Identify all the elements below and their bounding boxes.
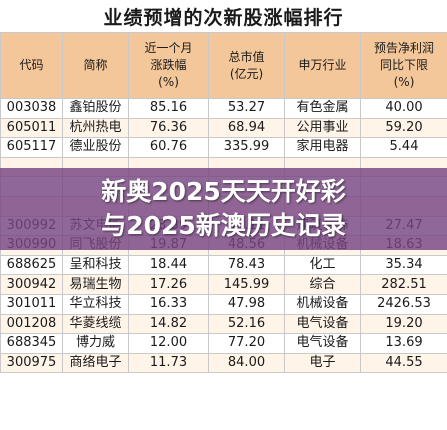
header-industry: 申万行业 [284,32,361,99]
cell-industry: 电子 [284,352,361,374]
cell-market-cap: 78.43 [208,254,285,276]
cell-profit-growth: 19.20 [360,313,447,335]
cell-change: 14.82 [128,313,209,335]
cell-code: 301011 [0,293,63,315]
cell-code: 300975 [0,352,63,374]
cell-market-cap: 335.99 [208,137,285,158]
cell-profit-growth: 282.51 [360,274,447,295]
cell-profit-growth: 13.69 [360,333,447,354]
cell-name: 德业股份 [62,137,129,158]
table-title: 业绩预增的次新股涨幅排行 [103,6,344,29]
cell-code: 688345 [0,333,63,354]
cell-change: 60.76 [128,137,209,158]
cell-change: 11.73 [128,352,209,374]
cell-name: 呈和科技 [62,254,129,276]
cell-industry: 电气设备 [284,313,361,335]
cell-market-cap: 53.27 [208,98,285,119]
cell-code: 001208 [0,313,63,335]
cell-market-cap: 77.20 [208,333,285,354]
header-change: 近一个月 涨跌幅 (%) [128,32,209,99]
table-row: 605117 德业股份 60.76 335.99 家用电器 5.44 [0,137,447,158]
cell-code: 688625 [0,254,63,276]
cell-profit-growth: 2426.53 [360,293,447,315]
table-row: 300975 商络电子 11.73 84.00 电子 44.55 [0,352,447,374]
table-header-row: 代码 简称 近一个月 涨跌幅 (%) 总市值 (亿元) 申万行业 预告净利润 同比下限 (%) [0,32,447,99]
cell-change: 18.44 [128,254,209,276]
cell-industry: 综合 [284,274,361,295]
cell-industry: 家用电器 [284,137,361,158]
header-name: 简称 [62,32,129,99]
cell-name: 鑫铂股份 [62,98,129,119]
cell-code: 605117 [0,137,63,158]
table-row: 605011 杭州热电 76.36 68.94 公用事业 59.20 [0,117,447,139]
cell-change: 76.36 [128,117,209,139]
banner-line-2: 与2025新澳历史记录 [101,211,346,240]
cell-change: 12.00 [128,333,209,354]
cell-industry: 化工 [284,254,361,276]
cell-market-cap: 145.99 [208,274,285,295]
cell-name: 博力威 [62,333,129,354]
overlay-banner: 新奥2025天天开好彩 与2025新澳历史记录 [0,168,447,250]
cell-market-cap: 52.16 [208,313,285,335]
table-row: 003038 鑫铂股份 85.16 53.27 有色金属 40.00 [0,98,447,119]
cell-code: 300942 [0,274,63,295]
table-row: 688345 博力威 12.00 77.20 电气设备 13.69 [0,333,447,354]
cell-name: 杭州热电 [62,117,129,139]
cell-industry: 公用事业 [284,117,361,139]
cell-name: 易瑞生物 [62,274,129,295]
cell-profit-growth: 59.20 [360,117,447,139]
table-row: 001208 华菱线缆 14.82 52.16 电气设备 19.20 [0,313,447,335]
cell-market-cap: 84.00 [208,352,285,374]
cell-industry: 机械设备 [284,293,361,315]
cell-market-cap: 68.94 [208,117,285,139]
cell-name: 华立科技 [62,293,129,315]
banner-line-1: 新奥2025天天开好彩 [101,177,346,206]
cell-change: 85.16 [128,98,209,119]
table-row: 688625 呈和科技 18.44 78.43 化工 35.34 [0,254,447,276]
cell-change: 16.33 [128,293,209,315]
cell-industry: 电气设备 [284,333,361,354]
cell-industry: 有色金属 [284,98,361,119]
cell-profit-growth: 44.55 [360,352,447,374]
cell-name: 商络电子 [62,352,129,374]
table-row: 301011 华立科技 16.33 47.98 机械设备 2426.53 [0,293,447,315]
table-row: 300942 易瑞生物 17.26 145.99 综合 282.51 [0,274,447,295]
cell-profit-growth: 40.00 [360,98,447,119]
header-market-cap: 总市值 (亿元) [208,32,285,99]
cell-name: 华菱线缆 [62,313,129,335]
cell-profit-growth: 35.34 [360,254,447,276]
cell-code: 605011 [0,117,63,139]
cell-change: 17.26 [128,274,209,295]
header-profit-growth: 预告净利润 同比下限 (%) [360,32,447,99]
cell-market-cap: 47.98 [208,293,285,315]
cell-code: 003038 [0,98,63,119]
header-code: 代码 [0,32,63,99]
cell-profit-growth: 5.44 [360,137,447,158]
